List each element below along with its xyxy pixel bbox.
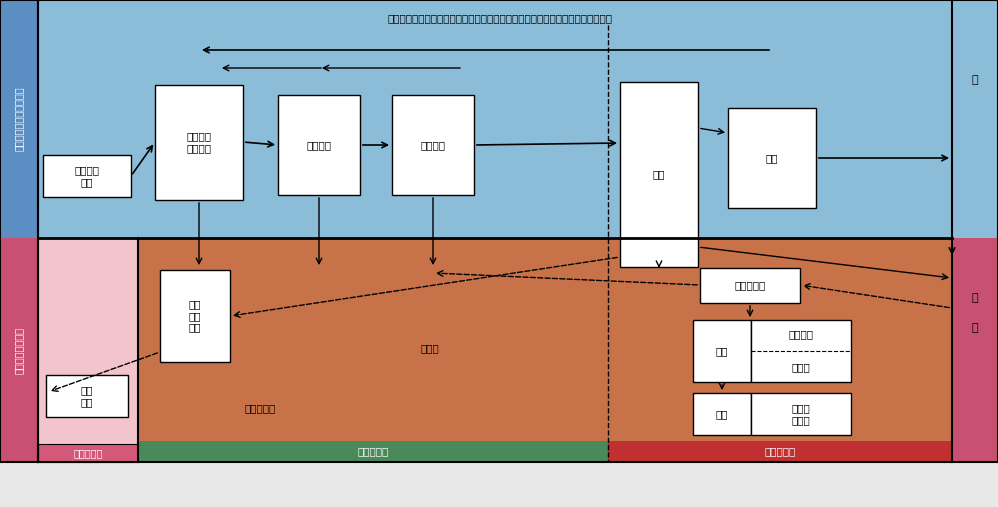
Text: 中間処理: 中間処理: [788, 329, 813, 339]
Bar: [693, 320, 751, 382]
Bar: [138, 0, 952, 238]
Bar: [751, 393, 851, 435]
Text: 再生: 再生: [716, 346, 729, 356]
Text: 食糧
供給: 食糧 供給: [81, 385, 93, 407]
Text: 販売: 販売: [765, 153, 778, 163]
Bar: [952, 0, 998, 238]
Text: 費: 費: [972, 293, 978, 303]
Bar: [138, 441, 608, 461]
Text: 第３次産業: 第３次産業: [764, 446, 795, 456]
Bar: [0, 0, 38, 238]
Text: 今後強化されるべき役割: 今後強化されるべき役割: [14, 87, 24, 151]
Bar: [751, 320, 851, 382]
Bar: [160, 270, 230, 362]
Bar: [0, 238, 38, 462]
Bar: [38, 444, 138, 462]
Bar: [38, 0, 138, 238]
Text: 焼却等: 焼却等: [791, 362, 810, 372]
Bar: [608, 441, 952, 461]
Bar: [46, 375, 128, 417]
Bar: [700, 268, 800, 303]
Bar: [278, 95, 360, 195]
Text: 製品製造: 製品製造: [420, 140, 445, 150]
Text: 排熱回
収利用: 排熱回 収利用: [791, 403, 810, 425]
Text: 現在の主要な役割: 現在の主要な役割: [14, 327, 24, 374]
Bar: [952, 238, 998, 462]
Text: 素材生産
材料加工: 素材生産 材料加工: [187, 131, 212, 153]
Bar: [620, 82, 698, 267]
Text: 再利用: 再利用: [420, 343, 439, 353]
Bar: [155, 85, 243, 200]
Text: 廃棄物収集: 廃棄物収集: [735, 280, 765, 290]
Text: 部品製造: 部品製造: [306, 140, 331, 150]
Text: 第２次産業と第３次産業の連携した製造・販売・回収・再利用等の循環システム: 第２次産業と第３次産業の連携した製造・販売・回収・再利用等の循環システム: [387, 13, 613, 23]
Text: エコ資源
供給: エコ資源 供給: [75, 165, 100, 187]
Text: 埋立: 埋立: [716, 409, 729, 419]
Bar: [392, 95, 474, 195]
Bar: [43, 155, 131, 197]
Text: コンポスト: コンポスト: [245, 403, 275, 413]
Bar: [693, 393, 751, 435]
Bar: [728, 108, 816, 208]
Bar: [138, 238, 608, 462]
Text: 第２次産業: 第２次産業: [357, 446, 388, 456]
Text: 者: 者: [972, 323, 978, 333]
Text: 消: 消: [972, 75, 978, 85]
Text: 天然
資源
採取: 天然 資源 採取: [189, 300, 202, 333]
Text: 流通: 流通: [653, 169, 666, 179]
Bar: [38, 238, 138, 462]
Bar: [608, 238, 952, 462]
Text: 第１次産業: 第１次産業: [73, 448, 103, 458]
